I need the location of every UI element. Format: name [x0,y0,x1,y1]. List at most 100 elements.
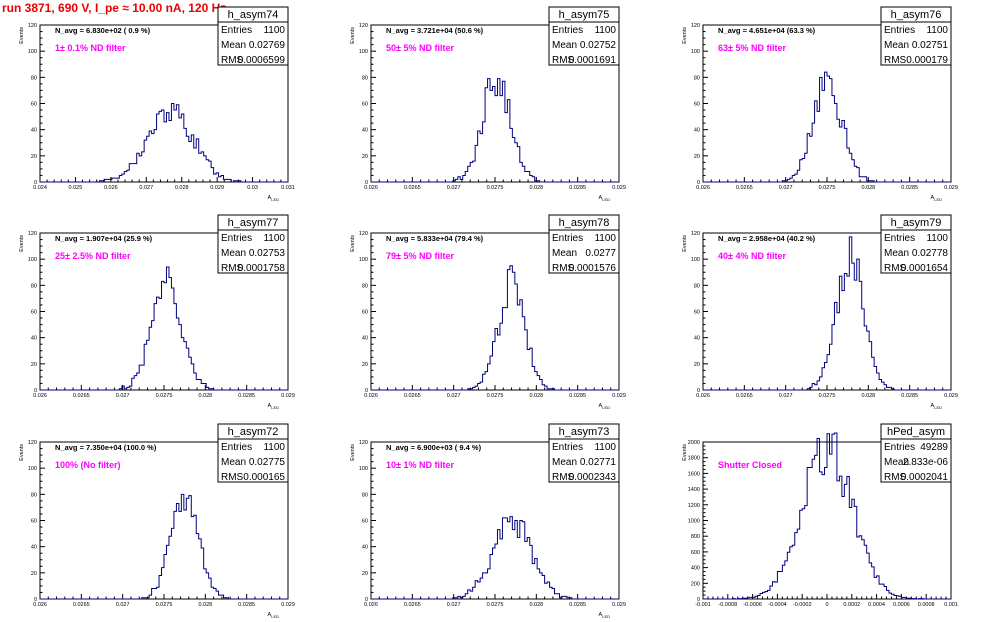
stats-value-entries: 1100 [926,233,948,244]
stats-value-rms: 0.0002041 [901,472,949,483]
stats-value-rms: 0.0001576 [569,263,617,274]
y-tick-label: 40 [362,128,368,134]
y-tick-label: 0 [697,388,700,394]
x-tick-label: 0.026 [364,185,378,191]
x-tick-label: 0.029 [210,185,224,191]
histogram-line [40,493,288,600]
pad-h_asym73: 0.026 0.0265 0.027 0.0275 0.028 0.0285 0.029 0 2… [350,423,626,619]
stats-value-entries: 1100 [263,25,285,36]
navg-label: N_avg = 7.350e+04 (100.0 %) [55,443,157,452]
x-tick-label: 0.026 [696,185,710,191]
stats-value-rms: 0.000179 [906,55,948,66]
y-tick-label: 120 [359,231,368,237]
y-tick-label: 0 [365,388,368,394]
stats-title: h_asym78 [559,217,610,229]
stats-key-rms: RMS [552,472,575,483]
stats-value-entries: 1100 [594,442,616,453]
histogram-line [703,236,951,391]
x-tick-label: 0.0275 [819,393,836,399]
x-axis-title: ALED [268,612,280,619]
y-tick-label: 100 [359,49,368,55]
x-tick-label: 0.028 [198,393,212,399]
y-tick-label: 80 [31,283,37,289]
stats-box [880,214,952,274]
y-tick-label: 600 [691,550,700,556]
y-axis-title: Events [19,27,25,44]
y-tick-label: 120 [28,231,37,237]
histogram-line [40,103,288,183]
pad-h_asym79: 0.026 0.0265 0.027 0.0275 0.028 0.0285 0.029 0 2… [682,214,958,410]
stats-box [217,6,289,66]
x-tick-label: 0.0275 [156,393,173,399]
x-axis-title: ALED [268,403,280,410]
stats-box [548,214,620,274]
stats-key-entries: Entries [552,442,583,453]
stats-key-rms: RMS [884,55,907,66]
x-tick-label: 0.0275 [487,602,504,608]
y-tick-label: 80 [31,492,37,498]
y-tick-label: 40 [31,545,37,551]
x-tick-label: 0.0275 [487,185,504,191]
stats-key-mean: Mean [221,40,246,51]
x-tick-label: 0.026 [33,393,47,399]
y-tick-label: 0 [697,180,700,186]
x-tick-label: 0.028 [861,393,875,399]
x-tick-label: -0.0004 [768,602,787,608]
y-tick-label: 400 [691,566,700,572]
y-tick-label: 100 [359,466,368,472]
histogram-line [703,432,951,600]
stats-value-rms: 0.0002343 [569,472,617,483]
y-tick-label: 60 [694,310,700,316]
stats-title: h_asym76 [891,9,942,21]
y-tick-label: 20 [31,362,37,368]
x-tick-label: 0.001 [944,602,958,608]
filter-note: 1± 0.1% ND filter [55,43,126,53]
stats-value-entries: 1100 [594,25,616,36]
x-tick-label: 0.0275 [487,393,504,399]
y-axis-title: Events [19,444,25,461]
y-tick-label: 0 [34,597,37,603]
y-tick-label: 60 [362,102,368,108]
x-axis-title: ALED [931,403,943,410]
x-tick-label: -0.0008 [718,602,737,608]
stats-key-rms: RMS [884,263,907,274]
y-tick-label: 120 [28,23,37,29]
x-tick-label: 0.028 [529,393,543,399]
x-tick-label: 0.0265 [404,185,421,191]
pad-h_asym72: 0.026 0.0265 0.027 0.0275 0.028 0.0285 0.029 0 2… [19,423,295,619]
filter-note: 100% (No filter) [55,460,121,470]
y-tick-label: 20 [694,362,700,368]
stats-value-entries: 1100 [926,25,948,36]
stats-value-mean: 0.02752 [580,40,617,51]
x-tick-label: 0.0285 [901,393,918,399]
y-tick-label: 60 [31,519,37,525]
x-tick-label: 0.0275 [819,185,836,191]
y-tick-label: 80 [694,283,700,289]
stats-value-rms: 0.0001691 [569,55,617,66]
y-tick-label: 0 [34,388,37,394]
y-tick-label: 200 [691,581,700,587]
x-tick-label: 0.029 [612,185,626,191]
x-tick-label: 0.026 [696,393,710,399]
y-tick-label: 1400 [688,487,700,493]
stats-box [548,6,620,66]
x-tick-label: 0.0265 [404,393,421,399]
stats-key-entries: Entries [552,25,583,36]
stats-value-mean: 0.02775 [249,457,286,468]
stats-box [217,214,289,274]
stats-value-entries: 49289 [920,442,948,453]
stats-key-entries: Entries [221,233,252,244]
y-tick-label: 60 [31,102,37,108]
y-tick-label: 1800 [688,456,700,462]
histogram-line [703,71,951,183]
x-axis-title: ALED [599,612,611,619]
stats-box [880,6,952,66]
x-tick-label: 0.0285 [569,185,586,191]
y-tick-label: 100 [28,466,37,472]
x-tick-label: 0.0285 [901,185,918,191]
stats-value-rms: 0.0006599 [238,55,286,66]
y-tick-label: 60 [362,519,368,525]
stats-key-mean: Mean [884,40,909,51]
stats-key-mean: Mean [884,248,909,259]
